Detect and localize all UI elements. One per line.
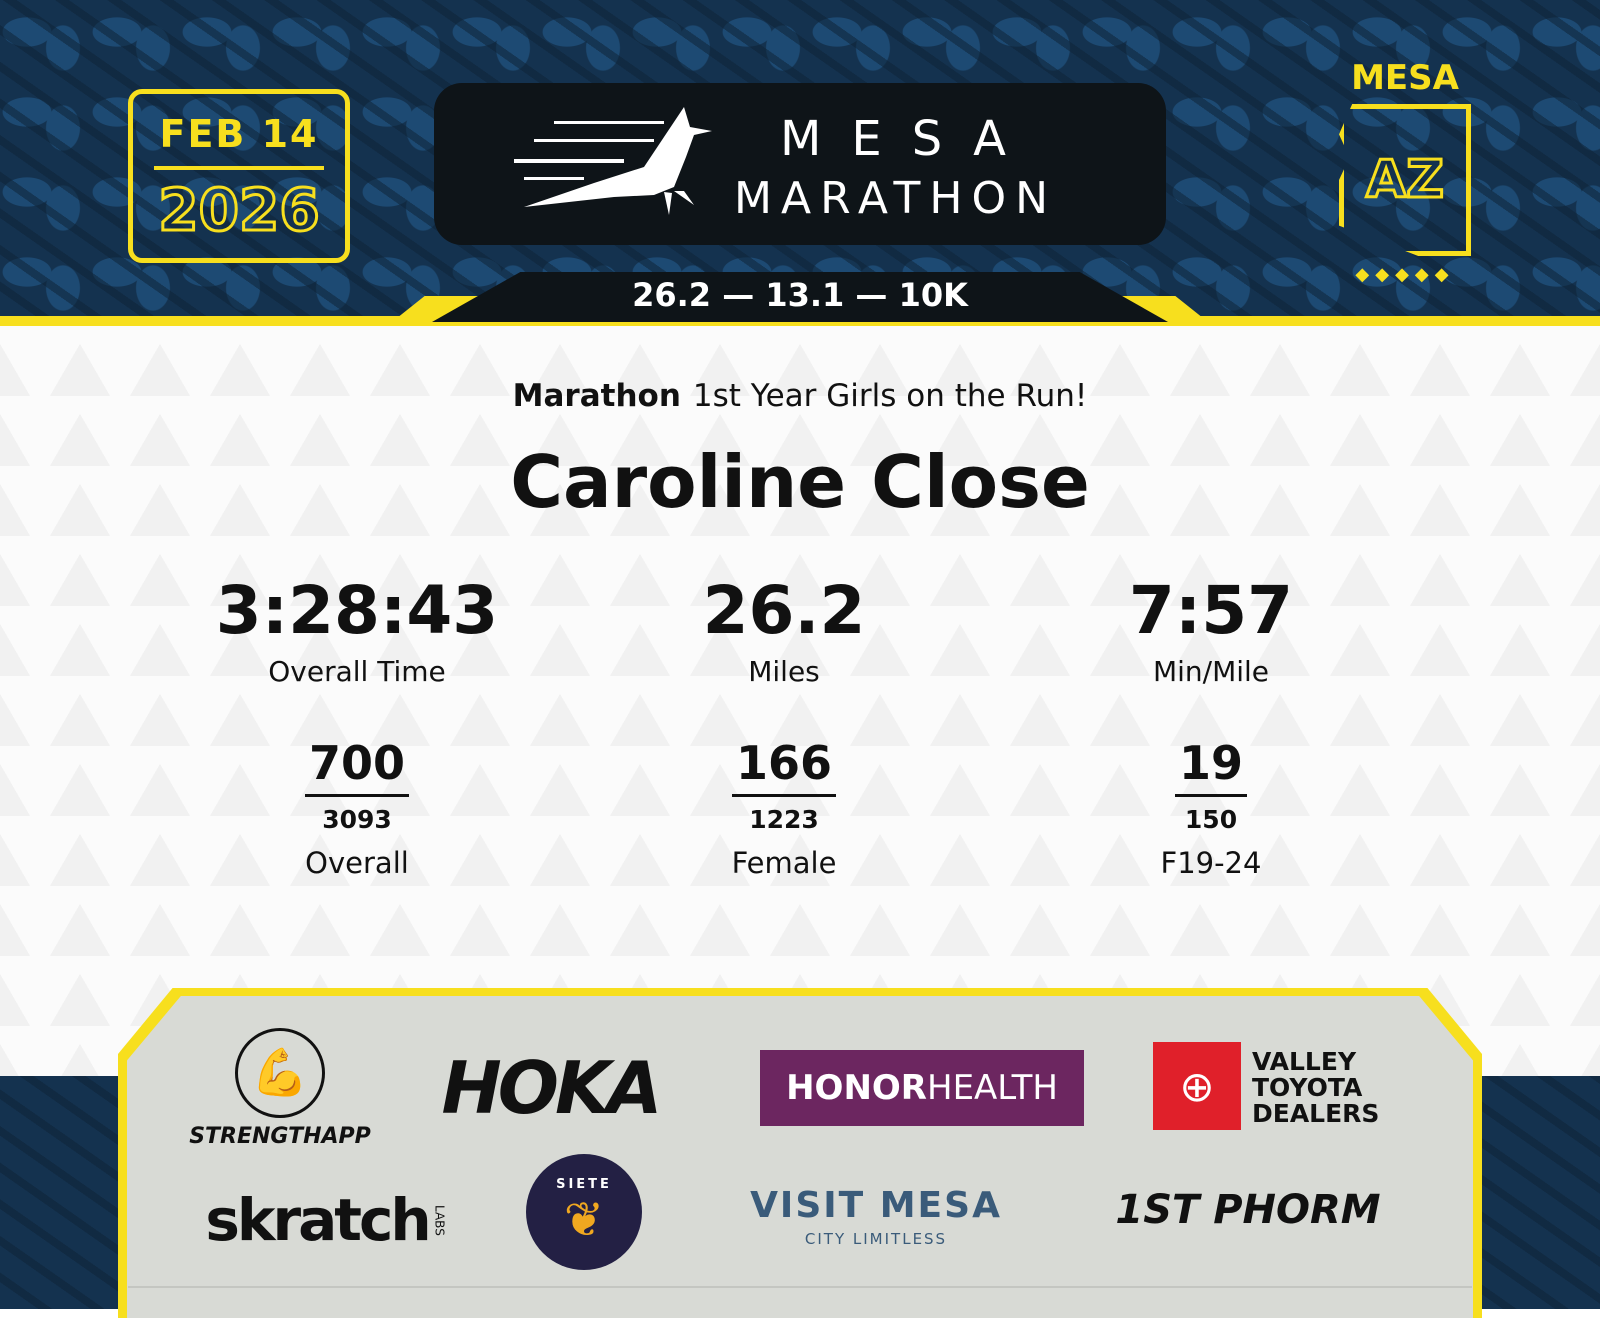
stat-label: Miles: [748, 655, 820, 688]
rank-label: Female: [731, 846, 837, 880]
sponsor-1st-phorm: 1ST PHORM: [1115, 1187, 1381, 1233]
team-name: 1st Year Girls on the Run!: [692, 378, 1088, 414]
rank-label: F19-24: [1160, 846, 1262, 880]
sponsor-skratch: skratch LABS: [196, 1180, 456, 1260]
bicep-icon: 💪: [235, 1027, 325, 1118]
date-text: FEB 14: [159, 112, 319, 156]
stat-value: 7:57: [1128, 572, 1294, 649]
arizona-map-icon: AZ: [1339, 104, 1471, 256]
sponsor-text: VISIT MESA: [750, 1184, 1002, 1226]
city-text: MESA: [1351, 58, 1459, 98]
distances-text: 26.2 — 13.1 — 10K: [632, 276, 968, 314]
sponsor-hoka: HOKA: [441, 1046, 663, 1130]
rank-age-group: 19 150 F19-24: [1001, 736, 1421, 880]
stat-value: 26.2: [702, 572, 866, 649]
state-abbr: AZ: [1365, 149, 1446, 212]
mesa-marathon-logo: MESA MARATHON: [434, 83, 1166, 245]
stat-label: Overall Time: [268, 655, 446, 688]
toyota-logo-icon: ⊕: [1153, 1042, 1241, 1130]
rank-female: 166 1223 Female: [574, 736, 994, 880]
sponsor-siete: SIETE ❦: [526, 1154, 642, 1270]
sponsor-text: LABS: [432, 1204, 447, 1236]
divider: [128, 1286, 1472, 1288]
year-text: 2026: [157, 175, 321, 246]
race-name: Marathon: [512, 378, 681, 414]
sponsor-text: SIETE: [556, 1176, 612, 1192]
distances-banner: 26.2 — 13.1 — 10K: [392, 272, 1208, 322]
rank-total: 1223: [749, 805, 819, 834]
stat-value: 3:28:43: [215, 572, 499, 649]
date-badge: FEB 14 2026: [128, 89, 350, 263]
sponsor-visit-mesa: VISIT MESA CITY LIMITLESS: [716, 1178, 1036, 1254]
rank-place: 19: [1174, 736, 1247, 797]
rank-place: 166: [731, 736, 837, 797]
sponsor-text: HONOR: [786, 1068, 927, 1108]
sponsor-text: skratch: [205, 1186, 431, 1254]
sponsor-toyota: VALLEY TOYOTA DEALERS: [1252, 1047, 1380, 1128]
race-subtitle: Marathon 1st Year Girls on the Run!: [0, 378, 1600, 414]
stat-miles: 26.2 Miles: [574, 572, 994, 688]
sponsor-text: CITY LIMITLESS: [804, 1229, 948, 1248]
rank-total: 150: [1184, 805, 1238, 834]
roadrunner-icon: [514, 107, 712, 215]
rank-total: 3093: [322, 805, 392, 834]
divider: [154, 166, 324, 170]
sponsor-honorhealth: HONOR HEALTH: [760, 1050, 1084, 1126]
results-panel: [0, 326, 1600, 1076]
rank-label: Overall: [305, 846, 409, 880]
stat-pace: 7:57 Min/Mile: [1001, 572, 1421, 688]
arizona-badge: MESA AZ ◆◆◆◆◆: [1330, 58, 1480, 285]
sponsor-text: HEALTH: [927, 1068, 1058, 1108]
stat-label: Min/Mile: [1152, 655, 1270, 688]
stat-overall-time: 3:28:43 Overall Time: [147, 572, 567, 688]
rank-overall: 700 3093 Overall: [147, 736, 567, 880]
title-line1: MESA: [780, 111, 1036, 167]
sponsors-panel: [118, 988, 1482, 1318]
eagle-icon: ❦: [563, 1191, 605, 1248]
dots-decoration: ◆◆◆◆◆: [1355, 264, 1455, 285]
title-line2: MARATHON: [734, 173, 1058, 224]
runner-name: Caroline Close: [510, 440, 1090, 524]
sponsor-text: STRENGTHAPP: [189, 1123, 371, 1149]
sponsor-strengthapp: 💪 STRENGTHAPP: [180, 1024, 380, 1152]
rank-place: 700: [304, 736, 410, 797]
